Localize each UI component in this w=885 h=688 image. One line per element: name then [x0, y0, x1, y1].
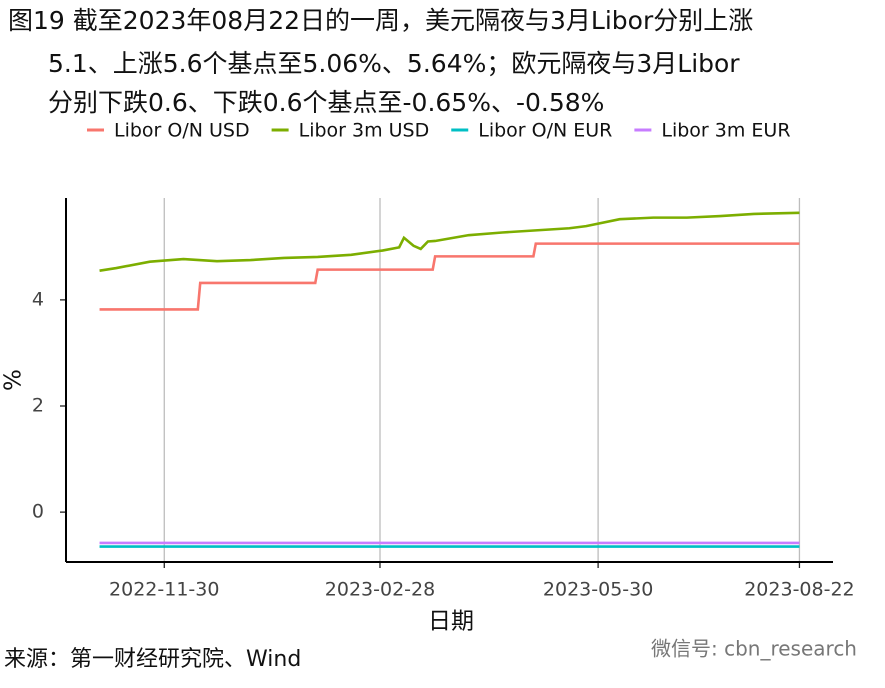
title-line: 5.1、上涨5.6个基点至5.06%、5.64%；欧元隔夜与3月Libor: [48, 49, 740, 78]
series-line: [99, 242, 800, 311]
title-line: 图19 截至2023年08月22日的一周，美元隔夜与3月Libor分别上涨: [8, 6, 753, 35]
y-tick-label: 4: [32, 288, 44, 310]
legend-label: Libor O/N EUR: [478, 120, 612, 142]
title-line: 分别下跌0.6、下跌0.6个基点至-0.65%、-0.58%: [48, 88, 604, 117]
x-tick-label: 2023-02-28: [325, 579, 435, 601]
x-tick-label: 2023-08-22: [744, 579, 854, 601]
y-axis-label: %: [1, 369, 27, 391]
legend-label: Libor 3m EUR: [661, 120, 790, 142]
watermark: 微信号: cbn_research: [651, 637, 857, 661]
x-axis-label: 日期: [428, 609, 474, 635]
x-tick-label: 2022-11-30: [109, 579, 219, 601]
series-line: [99, 211, 800, 272]
x-tick-label: 2023-05-30: [543, 579, 653, 601]
legend-label: Libor 3m USD: [299, 120, 430, 142]
legend-label: Libor O/N USD: [114, 120, 250, 142]
y-tick-label: 2: [32, 395, 44, 417]
source: 来源：第一财经研究院、Wind: [4, 647, 301, 672]
y-tick-label: 0: [32, 501, 44, 523]
